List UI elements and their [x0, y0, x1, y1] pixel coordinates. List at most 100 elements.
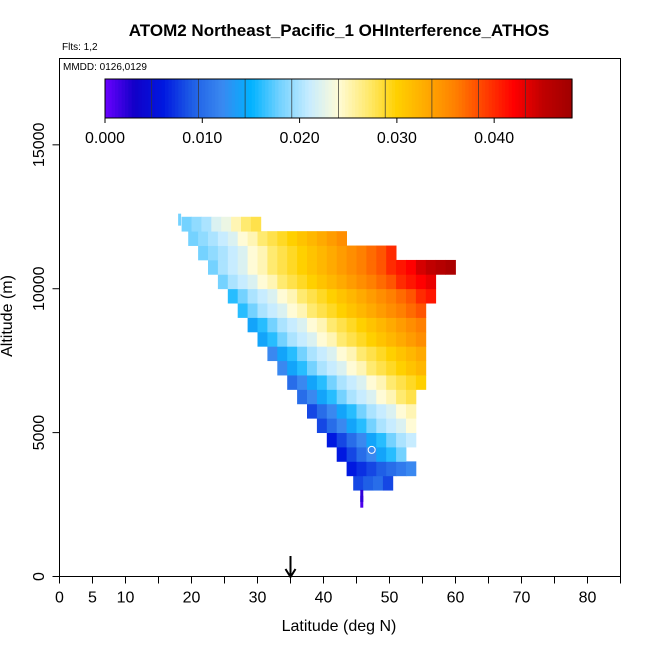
- heatmap-cell: [396, 259, 407, 275]
- heatmap-cell: [396, 303, 407, 318]
- colorbar-segment: [408, 79, 413, 118]
- y-axis-label: Altitude (m): [0, 275, 16, 357]
- colorbar-tick-label: 0.000: [85, 130, 125, 147]
- heatmap-cell: [386, 461, 397, 477]
- heatmap-cell: [346, 331, 357, 347]
- colorbar-segment: [241, 79, 246, 118]
- heatmap-cell: [366, 389, 377, 405]
- heatmap-cell: [386, 389, 397, 405]
- heatmap-cell: [376, 418, 387, 434]
- colorbar-segment: [535, 79, 540, 118]
- colorbar-segment: [311, 79, 316, 118]
- colorbar-segment: [161, 79, 166, 118]
- heatmap-cell: [277, 259, 288, 275]
- heatmap-cell: [346, 303, 357, 318]
- heatmap-cell: [336, 418, 347, 434]
- colorbar-segment: [131, 79, 136, 118]
- heatmap-cell: [307, 375, 318, 390]
- heatmap-cell: [307, 259, 318, 275]
- heatmap-cell: [425, 288, 437, 304]
- heatmap-cell: [287, 274, 298, 290]
- colorbar-segment: [508, 79, 513, 118]
- heatmap-cell: [415, 303, 427, 318]
- heatmap-cell: [336, 447, 347, 462]
- heatmap-cell: [406, 360, 417, 376]
- heatmap-cell: [227, 259, 239, 275]
- heatmap-cell: [386, 346, 397, 362]
- heatmap-cell: [415, 288, 427, 304]
- heatmap-cell: [297, 303, 308, 318]
- heatmap-cell: [247, 231, 258, 246]
- colorbar-segment: [328, 79, 333, 118]
- heatmap-cell: [227, 288, 239, 304]
- colorbar-segment: [111, 79, 116, 118]
- heatmap-cell: [406, 303, 417, 318]
- heatmap-cell: [396, 403, 407, 419]
- colorbar-segment: [355, 79, 360, 118]
- heatmap-cell: [250, 216, 262, 232]
- colorbar-segment: [485, 79, 490, 118]
- colorbar-segment: [285, 79, 290, 118]
- heatmap-cell: [247, 317, 258, 333]
- colorbar-segment: [178, 79, 183, 118]
- heatmap-cell: [366, 403, 377, 419]
- heatmap-cell: [396, 331, 407, 347]
- heatmap-cell: [237, 274, 248, 290]
- colorbar-segment: [488, 79, 493, 118]
- colorbar-segment: [125, 79, 129, 118]
- heatmap-cell: [198, 245, 209, 261]
- colorbar-segment: [505, 79, 510, 118]
- heatmap-cell: [267, 346, 278, 362]
- heatmap-cell: [376, 360, 387, 376]
- heatmap-cell: [386, 245, 397, 261]
- heatmap-cell: [376, 461, 387, 477]
- heatmap-cell: [386, 403, 397, 419]
- heatmap-cell: [376, 447, 387, 462]
- heatmap-point: [360, 489, 364, 502]
- heatmap-cell: [191, 216, 202, 232]
- colorbar-segment: [348, 79, 353, 118]
- heatmap-cell: [366, 375, 377, 390]
- colorbar-segment: [491, 79, 496, 118]
- colorbar-segment: [395, 79, 400, 118]
- colorbar-segment: [541, 79, 546, 118]
- heatmap-cell: [287, 346, 298, 362]
- heatmap-cell: [208, 245, 219, 261]
- heatmap-cell: [336, 245, 347, 261]
- heatmap-cell: [356, 360, 367, 376]
- x-tick-label: 60: [447, 590, 465, 607]
- heatmap-cell: [366, 288, 377, 304]
- colorbar-segment: [275, 79, 280, 118]
- x-tick-label: 20: [183, 590, 201, 607]
- colorbar-segment: [211, 79, 216, 118]
- colorbar-segment: [438, 79, 443, 118]
- colorbar-segment: [308, 79, 313, 118]
- heatmap-cell: [326, 375, 338, 390]
- colorbar-segment: [378, 79, 383, 118]
- heatmap-cell: [406, 274, 417, 290]
- colorbar-segment: [565, 79, 570, 118]
- heatmap-cell: [356, 447, 367, 462]
- colorbar-segment: [458, 79, 463, 118]
- colorbar-segment: [465, 79, 470, 118]
- heatmap-cell: [257, 331, 268, 347]
- heatmap-cell: [346, 389, 357, 405]
- colorbar-segment: [305, 79, 310, 118]
- colorbar-segment: [128, 79, 133, 118]
- heatmap-cell: [336, 432, 347, 448]
- heatmap-cell: [277, 231, 288, 246]
- heatmap-cell: [316, 360, 328, 376]
- heatmap-cell: [297, 360, 308, 376]
- heatmap-cell: [307, 288, 318, 304]
- heatmap-cell: [346, 447, 357, 462]
- colorbar-segment: [291, 79, 296, 118]
- colorbar-segment: [555, 79, 560, 118]
- heatmap-cell: [307, 403, 318, 419]
- heatmap-cell: [386, 303, 397, 318]
- heatmap-cell: [316, 231, 328, 246]
- heatmap-cell: [326, 288, 338, 304]
- heatmap-cell: [445, 259, 456, 275]
- heatmap-cell: [217, 231, 229, 246]
- y-tick-label: 10000: [31, 266, 48, 311]
- heatmap-cell: [316, 317, 328, 333]
